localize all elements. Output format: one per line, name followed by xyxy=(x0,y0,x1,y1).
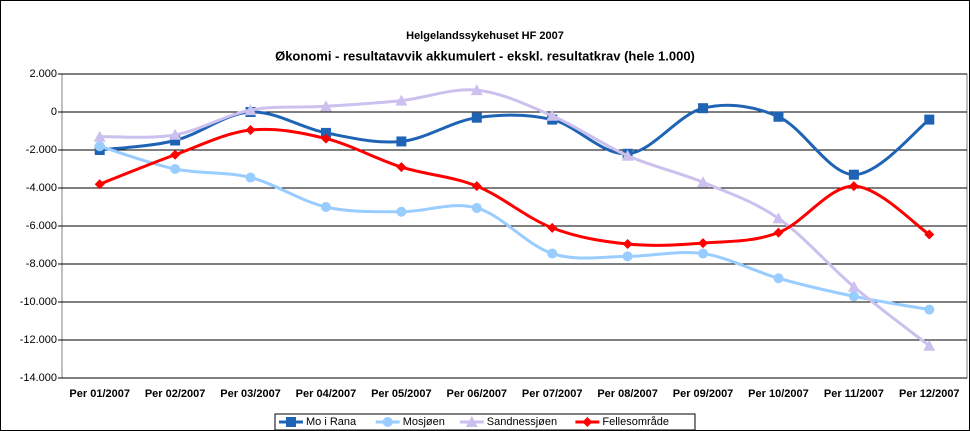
x-tick-label: Per 07/2007 xyxy=(522,388,583,400)
legend-label: Mo i Rana xyxy=(306,416,357,428)
marker xyxy=(170,164,181,174)
chart-supertitle: Helgelandssykehuset HF 2007 xyxy=(406,30,564,42)
marker xyxy=(848,169,859,180)
marker xyxy=(319,100,332,112)
marker xyxy=(382,417,393,427)
legend-label: Fellesområde xyxy=(602,416,669,428)
x-tick-label: Per 03/2007 xyxy=(220,388,281,400)
x-tick-label: Per 06/2007 xyxy=(447,388,508,400)
marker xyxy=(773,273,784,284)
x-tick-label: Per 04/2007 xyxy=(296,388,357,400)
marker xyxy=(465,416,478,427)
marker xyxy=(772,212,785,224)
marker xyxy=(94,179,105,190)
marker xyxy=(470,84,483,96)
marker xyxy=(547,222,558,233)
marker xyxy=(471,202,482,213)
marker xyxy=(773,111,784,122)
marker xyxy=(320,133,331,144)
x-tick-label: Per 11/2007 xyxy=(824,388,884,400)
x-tick-label: Per 01/2007 xyxy=(69,388,130,400)
chart-title: Økonomi - resultatavvik akkumulert - eks… xyxy=(275,48,695,63)
y-tick-label: -10.000 xyxy=(20,296,57,308)
marker xyxy=(93,130,106,142)
marker xyxy=(923,339,936,351)
marker xyxy=(773,227,784,238)
marker xyxy=(547,248,558,259)
y-tick-label: -8.000 xyxy=(26,258,57,270)
marker xyxy=(622,239,633,250)
x-tick-label: Per 08/2007 xyxy=(597,388,658,400)
marker xyxy=(546,109,559,121)
marker xyxy=(169,128,182,140)
marker xyxy=(396,136,407,147)
y-tick-label: -6.000 xyxy=(26,220,57,232)
marker xyxy=(170,149,181,160)
marker xyxy=(924,114,935,125)
marker xyxy=(396,206,407,217)
marker xyxy=(698,248,709,259)
marker xyxy=(698,238,709,249)
marker xyxy=(94,141,105,152)
x-tick-label: Per 10/2007 xyxy=(748,388,809,400)
marker xyxy=(471,112,482,123)
x-tick-label: Per 09/2007 xyxy=(673,388,734,400)
marker xyxy=(697,176,710,188)
marker xyxy=(245,125,256,136)
marker xyxy=(286,417,296,427)
marker xyxy=(244,104,257,116)
marker xyxy=(924,304,935,315)
marker xyxy=(395,94,408,106)
y-tick-label: 2.000 xyxy=(29,68,57,80)
marker xyxy=(320,127,331,138)
x-tick-label: Per 02/2007 xyxy=(145,388,206,400)
y-tick-label: 0 xyxy=(51,106,57,118)
y-tick-label: -4.000 xyxy=(26,182,57,194)
marker xyxy=(698,103,709,114)
marker xyxy=(621,149,634,161)
legend-label: Sandnessjøen xyxy=(487,416,557,428)
marker xyxy=(924,229,935,240)
marker xyxy=(245,172,256,183)
marker xyxy=(170,135,181,146)
marker xyxy=(396,162,407,173)
y-tick-label: -12.000 xyxy=(20,334,57,346)
marker xyxy=(848,181,859,192)
marker xyxy=(848,291,859,302)
y-tick-label: -14.000 xyxy=(20,372,57,384)
x-tick-label: Per 12/2007 xyxy=(899,388,960,400)
marker xyxy=(471,181,482,192)
marker xyxy=(847,280,860,292)
legend-label: Mosjøen xyxy=(403,416,445,428)
legend-box xyxy=(274,413,696,431)
y-tick-label: -2.000 xyxy=(26,144,57,156)
x-tick-label: Per 05/2007 xyxy=(371,388,432,400)
marker xyxy=(582,417,593,427)
marker xyxy=(622,251,633,262)
marker xyxy=(320,202,331,212)
